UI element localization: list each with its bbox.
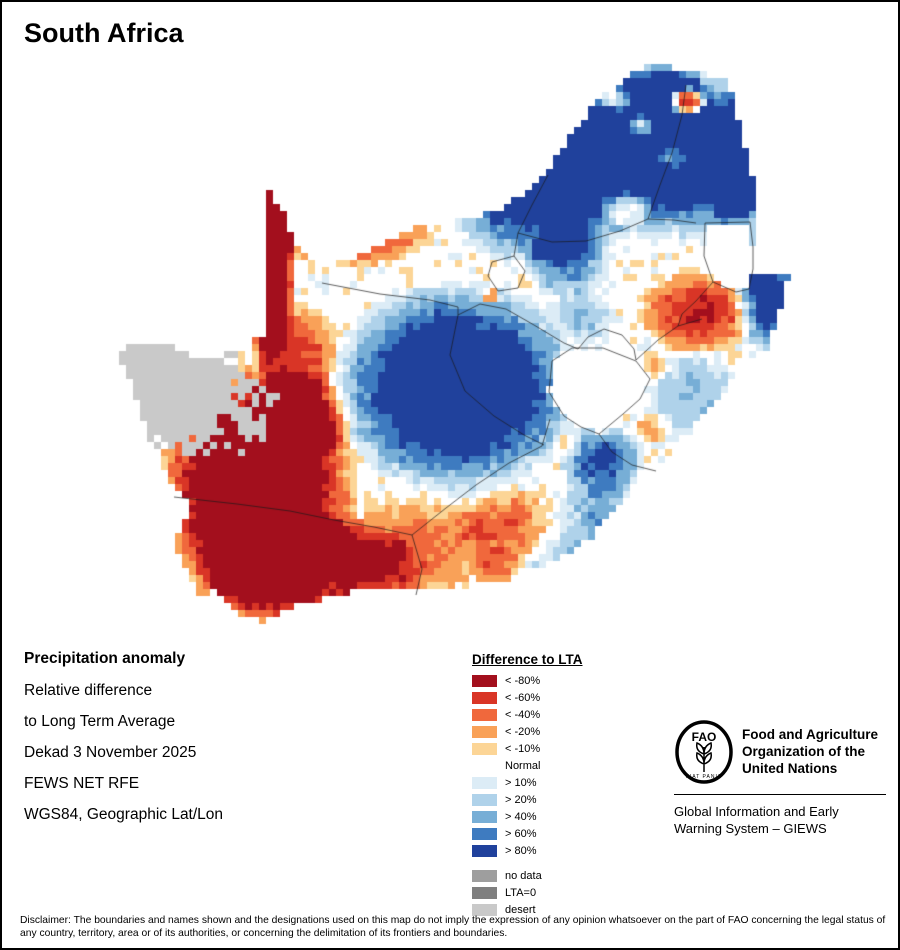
legend-label: no data [505, 869, 542, 882]
legend-label: < -20% [505, 725, 541, 738]
info-line: Relative difference [24, 682, 153, 699]
legend-label: > 60% [505, 827, 537, 840]
legend-extra-entries: no data LTA=0 desert [472, 867, 583, 918]
legend-swatch [472, 810, 497, 823]
legend-label: > 10% [505, 776, 537, 789]
legend-entry: < -20% [472, 723, 583, 740]
fao-logo-text: FAO [692, 730, 717, 744]
fao-wheat-icon [696, 741, 712, 772]
info-heading: Precipitation anomaly [24, 650, 186, 667]
fao-logo-subtext: FIAT PANIS [686, 774, 722, 780]
legend-entry: < -60% [472, 689, 583, 706]
legend-swatch [472, 886, 497, 899]
legend-swatch [472, 776, 497, 789]
map-canvas [112, 57, 792, 627]
legend-entry: < -10% [472, 740, 583, 757]
legend-entry: > 20% [472, 791, 583, 808]
legend-label: Normal [505, 759, 541, 772]
legend-entry: > 10% [472, 774, 583, 791]
legend-label: > 40% [505, 810, 537, 823]
legend-entry: > 80% [472, 842, 583, 859]
legend-swatch [472, 691, 497, 704]
legend-swatch [472, 869, 497, 882]
legend-swatch [472, 793, 497, 806]
fao-logo-row: FAO FIAT PANIS Food and Agriculture Organ… [674, 720, 886, 784]
legend-entry: no data [472, 867, 583, 884]
fao-block: FAO FIAT PANIS Food and Agriculture Organ… [674, 720, 886, 837]
legend-entry: desert [472, 901, 583, 918]
legend-swatch [472, 903, 497, 916]
legend-label: > 20% [505, 793, 537, 806]
legend-swatch [472, 725, 497, 738]
giews-line: Warning System – GIEWS [674, 821, 827, 836]
legend: Difference to LTA < -80% < -60% < -40% < -2… [472, 652, 583, 918]
legend-entries: < -80% < -60% < -40% < -20% < -10% Normal > 10… [472, 672, 583, 859]
legend-label: < -60% [505, 691, 541, 704]
info-line: Dekad 3 November 2025 [24, 744, 197, 761]
fao-org-line: Food and Agriculture [742, 727, 878, 742]
fao-logo-icon: FAO FIAT PANIS [675, 720, 733, 784]
legend-entry: > 40% [472, 808, 583, 825]
legend-label: desert [505, 903, 536, 916]
legend-label: LTA=0 [505, 886, 537, 899]
disclaimer-text: Disclaimer: The boundaries and names sho… [20, 915, 886, 939]
info-line: FEWS NET RFE [24, 775, 140, 792]
info-block: Precipitation anomaly Relative differenc… [24, 650, 223, 837]
legend-entry: < -40% [472, 706, 583, 723]
legend-entry: < -80% [472, 672, 583, 689]
info-line: to Long Term Average [24, 713, 176, 730]
fao-org-lines: Food and Agriculture Organization of the U… [742, 720, 878, 777]
fao-divider [674, 794, 886, 795]
legend-label: > 80% [505, 844, 537, 857]
legend-entry: LTA=0 [472, 884, 583, 901]
info-line: WGS84, Geographic Lat/Lon [24, 806, 224, 823]
legend-label: < -40% [505, 708, 541, 721]
info-lines: Relative difference to Long Term Average D… [24, 682, 223, 824]
legend-title: Difference to LTA [472, 652, 583, 667]
legend-swatch [472, 827, 497, 840]
legend-entry: > 60% [472, 825, 583, 842]
page-title: South Africa [24, 18, 184, 48]
legend-label: < -80% [505, 674, 541, 687]
legend-swatch [472, 742, 497, 755]
legend-swatch [472, 844, 497, 857]
giews-lines: Global Information and Early Warning Syst… [674, 803, 886, 837]
fao-org-line: Organization of the [742, 744, 865, 759]
giews-line: Global Information and Early [674, 804, 839, 819]
legend-swatch [472, 708, 497, 721]
legend-entry: Normal [472, 757, 583, 774]
legend-label: < -10% [505, 742, 541, 755]
legend-swatch [472, 674, 497, 687]
legend-swatch [472, 759, 497, 772]
fao-org-line: United Nations [742, 761, 838, 776]
